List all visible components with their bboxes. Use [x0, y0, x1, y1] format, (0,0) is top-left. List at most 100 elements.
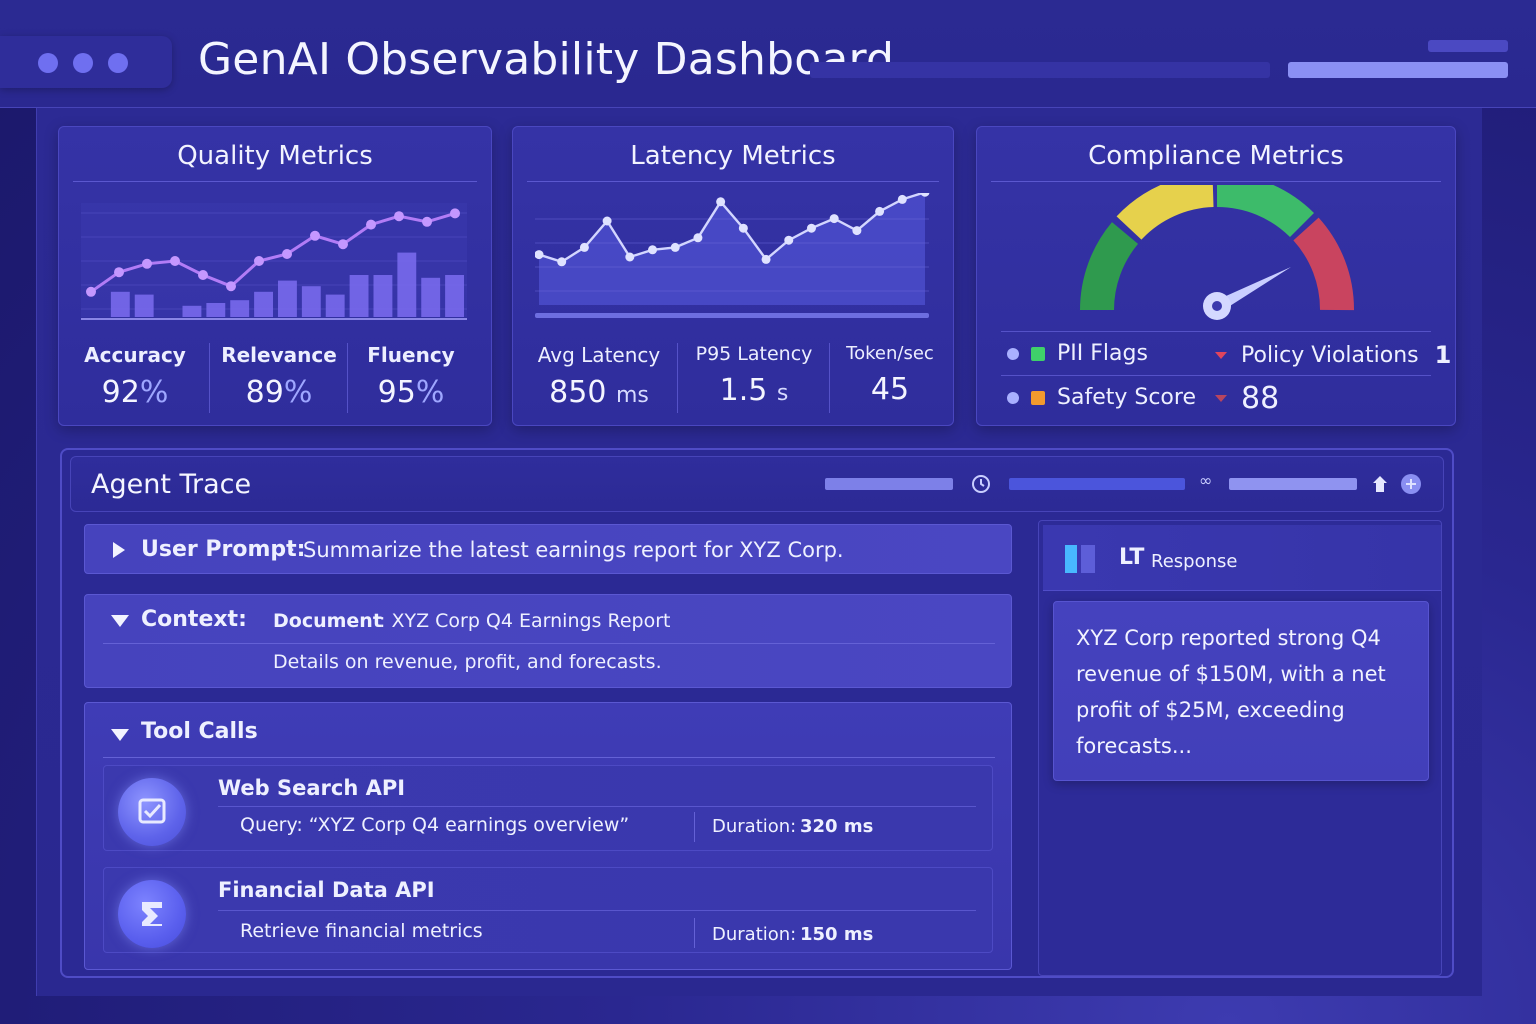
search-check-icon — [118, 778, 186, 846]
quality-point — [282, 249, 292, 259]
quality-point — [142, 258, 152, 269]
policy-violations-item: Policy Violations 1 — [1215, 341, 1451, 369]
latency-point — [784, 235, 794, 245]
latency-point — [625, 252, 635, 262]
response-label: Response — [1151, 551, 1238, 572]
chevron-down-icon — [1215, 351, 1227, 359]
document-label: Document — [273, 610, 382, 632]
bullet-icon — [1007, 391, 1019, 404]
metric-label: P95 Latency — [695, 343, 813, 365]
safety-score-value: 88 — [1241, 381, 1280, 416]
collapse-icon[interactable] — [111, 615, 129, 627]
link-icon[interactable]: ∞ — [1199, 471, 1213, 490]
tool-detail: Retrieve financial metrics — [240, 920, 483, 942]
trace-filter-bar[interactable] — [825, 478, 953, 490]
metric-unit: % — [139, 375, 169, 410]
gauge-segment-high — [1293, 217, 1355, 311]
divider — [1001, 331, 1431, 332]
gauge-segment-good — [1216, 185, 1314, 238]
response-badge: LT — [1119, 545, 1145, 570]
quality-point — [450, 208, 460, 219]
duration-value: 150 ms — [800, 924, 874, 945]
latency-point — [920, 193, 930, 197]
quality-point — [114, 267, 124, 278]
chevron-down-icon — [1215, 395, 1227, 402]
quality-bar — [373, 275, 393, 317]
compliance-metrics-card: Compliance Metrics PII Flags Policy Viol… — [976, 126, 1456, 426]
quality-point — [226, 281, 236, 292]
page-title: GenAI Observability Dashboard — [198, 34, 895, 85]
metric-label: Relevance — [221, 343, 337, 367]
response-header: LT Response — [1043, 525, 1441, 591]
title-bar-indicator — [1428, 40, 1508, 52]
latency-point — [557, 257, 567, 267]
quality-bar — [325, 294, 345, 317]
tool-call-item[interactable]: Web Search API Query: “XYZ Corp Q4 earni… — [103, 765, 993, 851]
divider — [527, 181, 939, 182]
add-icon[interactable] — [1399, 472, 1423, 496]
latency-line — [538, 193, 926, 264]
response-panel: LT Response XYZ Corp reported strong Q4 … — [1038, 520, 1442, 976]
metric-unit: % — [415, 375, 445, 410]
metric-unit: s — [776, 381, 789, 406]
compliance-metrics-title: Compliance Metrics — [1088, 141, 1344, 171]
window-dot-maximize[interactable] — [108, 53, 128, 73]
divider — [103, 643, 995, 644]
latency-point — [875, 206, 885, 216]
metric-p95-latency: P95 Latency 1.5 s — [683, 343, 825, 408]
window-dot-close[interactable] — [38, 53, 58, 73]
metric-label: Avg Latency — [537, 343, 661, 367]
data-icon — [118, 880, 186, 948]
separator-dot: · — [289, 538, 296, 562]
orange-flag-icon — [1031, 390, 1045, 405]
response-body: XYZ Corp reported strong Q4 revenue of $… — [1053, 601, 1429, 781]
policy-violations-label: Policy Violations — [1241, 342, 1419, 368]
user-prompt-text: Summarize the latest earnings report for… — [303, 538, 844, 562]
latency-point — [693, 233, 703, 243]
trace-range-bar[interactable] — [1229, 478, 1357, 490]
quality-bar — [445, 275, 464, 317]
context-row[interactable]: Context: Document : XYZ Corp Q4 Earnings… — [84, 594, 1012, 688]
latency-scrollbar — [535, 313, 929, 318]
home-icon[interactable] — [1371, 474, 1389, 494]
divider — [347, 343, 348, 413]
divider — [829, 343, 830, 413]
metric-value: 1.5 — [719, 373, 768, 408]
divider — [991, 181, 1441, 182]
divider — [677, 343, 678, 413]
collapse-icon[interactable] — [111, 729, 129, 741]
quality-metrics-title: Quality Metrics — [177, 141, 373, 171]
latency-point — [852, 226, 862, 236]
duration-value: 320 ms — [800, 816, 874, 837]
trace-timeline-bar[interactable] — [1009, 478, 1185, 490]
clock-icon[interactable] — [971, 474, 991, 494]
metric-label: Fluency — [367, 343, 455, 367]
metric-fluency: Fluency 95% — [355, 343, 467, 410]
latency-point — [738, 223, 748, 233]
context-details: Details on revenue, profit, and forecast… — [273, 651, 662, 673]
user-prompt-label: User Prompt: — [141, 537, 306, 562]
gauge-segment-mid — [1116, 185, 1215, 240]
user-prompt-row[interactable]: User Prompt: · Summarize the latest earn… — [84, 524, 1012, 574]
expand-icon[interactable] — [113, 542, 125, 558]
latency-point — [897, 194, 907, 204]
metric-label: Accuracy — [84, 343, 186, 367]
latency-point — [806, 223, 816, 233]
quality-point — [422, 216, 432, 227]
gauge-segment-low — [1080, 222, 1139, 311]
tool-call-item[interactable]: Financial Data API Retrieve financial me… — [103, 867, 993, 953]
quality-bar — [182, 305, 202, 317]
metric-value: 92 — [101, 375, 140, 410]
quality-point — [394, 211, 404, 222]
divider — [218, 806, 976, 807]
quality-point — [338, 239, 348, 250]
metric-accuracy: Accuracy 92% — [75, 343, 195, 410]
metric-label: Token/sec — [846, 343, 934, 364]
latency-metrics-title: Latency Metrics — [630, 141, 836, 171]
duration-label: Duration: — [712, 924, 797, 945]
divider — [73, 181, 477, 182]
divider — [694, 918, 695, 948]
metric-unit: ms — [615, 383, 649, 408]
bullet-icon — [1007, 347, 1019, 360]
window-dot-minimize[interactable] — [73, 53, 93, 73]
